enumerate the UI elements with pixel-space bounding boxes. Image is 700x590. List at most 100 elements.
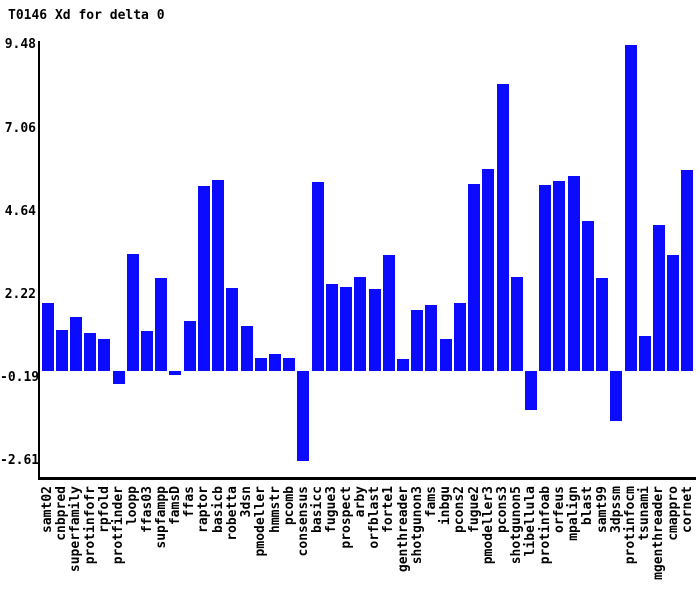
x-category-label: cornet xyxy=(679,486,695,533)
x-category-label: orfblast xyxy=(367,486,383,549)
bar-pcons3 xyxy=(496,84,509,371)
x-category-label: loopp xyxy=(125,486,141,526)
bar-mpalign xyxy=(567,176,580,371)
y-tick-label: 9.48 xyxy=(4,37,36,53)
bar-fugue2 xyxy=(468,184,481,371)
bar-robetta xyxy=(226,288,239,371)
x-category-label: fugue3 xyxy=(324,486,340,533)
x-category-label: forte1 xyxy=(381,486,397,533)
bar-rpfold xyxy=(98,339,111,371)
x-category-label: mgenthreader xyxy=(651,486,667,580)
bar-pmodeller3 xyxy=(482,169,495,371)
x-category-label: famsD xyxy=(167,486,183,526)
x-category-label: protinfocm xyxy=(623,486,639,565)
x-category-label: shotgunon5 xyxy=(509,486,525,565)
x-category-label: rpfold xyxy=(96,486,112,533)
bar-tsunami xyxy=(638,336,651,371)
bar-prospect xyxy=(340,287,353,371)
bar-ffas03 xyxy=(141,331,154,371)
x-category-label: blast xyxy=(580,486,596,526)
x-category-label: fams xyxy=(423,486,439,518)
bar-consensus xyxy=(297,371,310,461)
y-tick-label: -2.61 xyxy=(0,453,40,469)
bar-loopp xyxy=(126,254,139,371)
bar-protfinder xyxy=(112,371,125,384)
y-tick-label: -0.19 xyxy=(0,370,40,386)
bar-protinfocm xyxy=(624,45,637,371)
x-category-label: inbgu xyxy=(438,486,454,526)
x-category-label: protinfofr xyxy=(82,486,98,565)
bar-orfeus xyxy=(553,181,566,371)
bar-basicc xyxy=(311,182,324,371)
bar-genthreader xyxy=(397,359,409,371)
x-category-label: ffas xyxy=(182,486,198,518)
bar-samt02 xyxy=(41,303,54,371)
x-category-label: 3dpssm xyxy=(608,486,624,533)
bar-protinfoab xyxy=(539,185,552,371)
x-category-label: basicc xyxy=(310,486,326,533)
x-category-label: hmmstr xyxy=(267,486,283,533)
bar-pmodeller xyxy=(254,358,267,371)
x-category-label: fugue2 xyxy=(466,486,482,533)
bar-forte1 xyxy=(382,255,395,371)
bar-blast xyxy=(581,221,594,371)
chart-title: T0146 Xd for delta 0 xyxy=(8,8,165,23)
bar-shotgunon5 xyxy=(510,277,523,371)
bar-hmmstr xyxy=(269,354,282,371)
x-category-label: samt02 xyxy=(40,486,55,533)
bar-protinfofr xyxy=(84,333,97,371)
bar-basicb xyxy=(212,180,225,371)
bar-3dsn xyxy=(240,326,253,371)
y-tick-label: 7.06 xyxy=(4,120,36,136)
bar-fams xyxy=(425,305,438,371)
x-category-label: shotgunon3 xyxy=(409,486,425,565)
y-tick-label: 2.22 xyxy=(4,287,36,303)
bar-cornet xyxy=(681,170,694,371)
x-category-label: genthreader xyxy=(395,486,411,573)
bar-cmappro xyxy=(667,255,680,371)
x-category-label: pcomb xyxy=(281,486,297,526)
x-category-label: pcons3 xyxy=(495,486,511,533)
y-tick-label: 4.64 xyxy=(4,203,36,219)
x-category-label: 3dsn xyxy=(239,486,255,518)
x-category-label: mpalign xyxy=(566,486,582,541)
x-category-label: superfamily xyxy=(68,486,84,573)
bar-shotgunon3 xyxy=(411,310,424,371)
bar-cnbpred xyxy=(55,330,68,371)
bar-raptor xyxy=(197,186,210,371)
bar-superfamily xyxy=(69,317,82,371)
x-category-label: protinfoab xyxy=(537,486,553,565)
bar-3dpssm xyxy=(610,371,623,421)
bar-arby xyxy=(354,277,367,371)
bar-libellula xyxy=(524,371,537,410)
x-category-label: pmodeller3 xyxy=(480,486,496,565)
bar-mgenthreader xyxy=(652,225,665,371)
x-category-label: pcons2 xyxy=(452,486,468,533)
x-category-label: raptor xyxy=(196,486,212,533)
bar-pcomb xyxy=(283,358,296,371)
bar-inbgu xyxy=(439,339,452,371)
x-category-label: samt99 xyxy=(594,486,610,533)
bar-orfblast xyxy=(368,289,381,371)
x-category-label: robetta xyxy=(224,486,240,541)
x-category-label: arby xyxy=(352,486,368,518)
x-category-label: consensus xyxy=(295,486,311,557)
bar-ffas xyxy=(183,321,196,371)
bar-supfampp xyxy=(155,278,168,371)
x-category-label: ffas03 xyxy=(139,486,155,533)
x-category-label: cmappro xyxy=(665,486,681,541)
x-category-label: pmodeller xyxy=(253,486,269,557)
y-axis-line xyxy=(38,41,40,479)
x-category-label: tsunami xyxy=(637,486,653,541)
x-category-label: protfinder xyxy=(111,486,127,565)
x-category-label: prospect xyxy=(338,486,354,549)
bar-fugue3 xyxy=(325,284,338,371)
bar-pcons2 xyxy=(453,303,466,371)
x-category-label: orfeus xyxy=(551,486,567,533)
bar-famsD xyxy=(169,371,182,375)
x-axis-line xyxy=(38,477,696,480)
x-category-label: libellula xyxy=(523,486,539,557)
x-category-label: supfampp xyxy=(153,486,169,549)
x-category-label: cnbpred xyxy=(54,486,70,541)
